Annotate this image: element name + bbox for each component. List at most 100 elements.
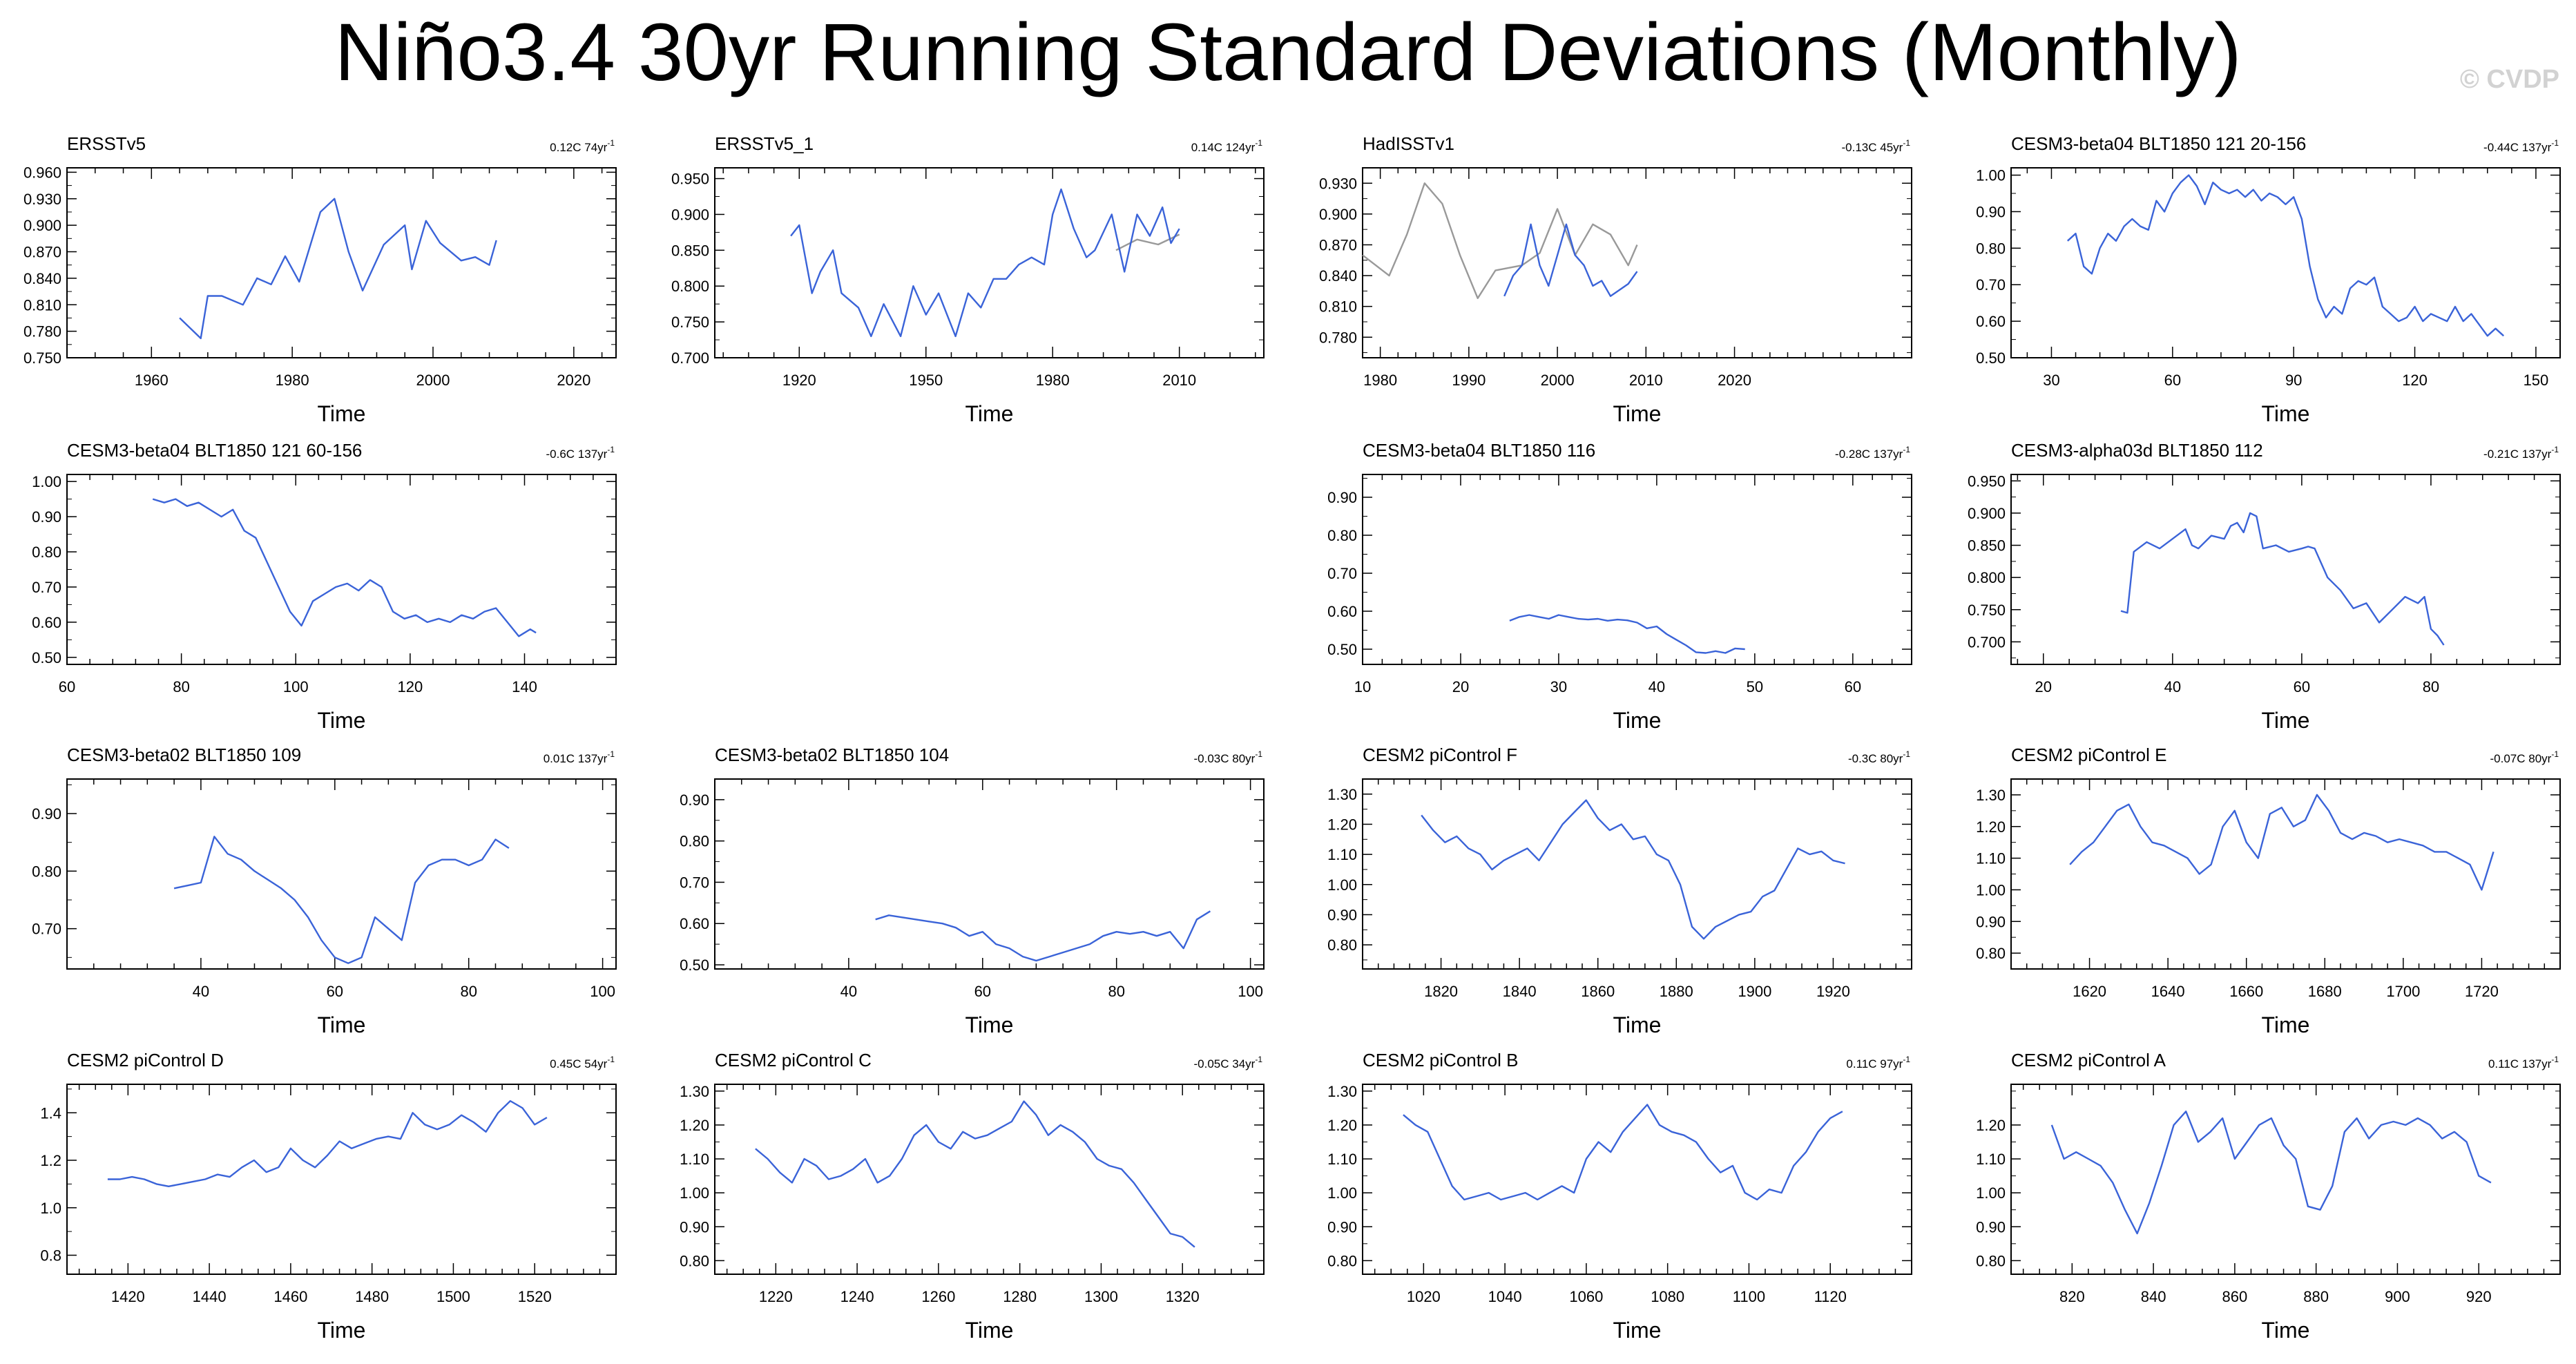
x-axis-label: Time [965, 1318, 1014, 1343]
y-tick-label: 0.80 [1976, 1252, 2006, 1269]
y-tick-label: 0.80 [1327, 1252, 1357, 1269]
chart-panel: CESM2 piControl B 0.11C 97yr-1 1020 1040 106… [1327, 1050, 1912, 1343]
panel-trend: 0.01C 137yr-1 [544, 749, 615, 765]
x-tick-label: 1460 [273, 1288, 307, 1305]
panel-trend: 0.11C 137yr-1 [2488, 1055, 2559, 1070]
y-tick-label: 1.00 [32, 473, 61, 490]
panel-title: CESM2 piControl B [1363, 1050, 1518, 1070]
panel-trend: -0.44C 137yr-1 [2483, 138, 2559, 154]
y-tick-label: 0.80 [32, 544, 61, 561]
panel-title: CESM3-beta04 BLT1850 121 60-156 [67, 440, 362, 461]
x-tick-label: 1620 [2073, 983, 2106, 1000]
x-tick-label: 1640 [2151, 983, 2185, 1000]
x-axis-label: Time [1613, 1318, 1662, 1343]
y-tick-label: 0.930 [1319, 175, 1357, 192]
panel-title: CESM2 piControl F [1363, 745, 1517, 765]
series-line [2120, 512, 2445, 646]
y-tick-label: 0.90 [1327, 906, 1357, 923]
panel-title: CESM2 piControl A [2011, 1050, 2166, 1070]
y-tick-label: 0.750 [23, 349, 61, 367]
x-tick-label: 1950 [909, 372, 943, 389]
chart-panel: CESM2 piControl D 0.45C 54yr-1 1420 1440 146… [40, 1050, 617, 1343]
panel-title: ERSSTv5_1 [715, 133, 814, 154]
plot-frame [66, 474, 617, 665]
series-line [2069, 794, 2495, 891]
y-tick-label: 1.30 [1327, 1083, 1357, 1100]
x-tick-label: 1080 [1651, 1288, 1684, 1305]
y-tick-label: 0.90 [1327, 1218, 1357, 1236]
x-tick-label: 1260 [921, 1288, 955, 1305]
x-tick-label: 820 [2059, 1288, 2085, 1305]
panel-title: CESM2 piControl E [2011, 745, 2166, 765]
x-tick-label: 1920 [1816, 983, 1850, 1000]
y-tick-label: 0.780 [23, 323, 61, 340]
x-tick-label: 40 [840, 983, 857, 1000]
y-tick-label: 0.80 [1327, 936, 1357, 954]
chart-panel: CESM2 piControl A 0.11C 137yr-1 820 840 860 8… [1976, 1050, 2561, 1343]
y-tick-label: 1.10 [1976, 1151, 2006, 1168]
panel-title: CESM3-beta02 BLT1850 104 [715, 745, 949, 765]
y-tick-label: 0.950 [1968, 472, 2006, 490]
x-axis-label: Time [318, 401, 366, 426]
y-tick-label: 1.00 [1327, 876, 1357, 894]
x-tick-label: 90 [2285, 372, 2302, 389]
x-tick-label: 1100 [1733, 1288, 1765, 1305]
x-tick-label: 1840 [1503, 983, 1537, 1000]
x-tick-label: 100 [283, 678, 309, 695]
x-tick-label: 1480 [355, 1288, 389, 1305]
y-tick-label: 0.700 [671, 349, 709, 367]
x-tick-label: 60 [974, 983, 991, 1000]
y-tick-label: 0.60 [680, 915, 709, 932]
series-line [755, 1100, 1195, 1248]
x-tick-label: 1520 [518, 1288, 552, 1305]
series-line [107, 1099, 548, 1188]
panel-trend: -0.13C 45yr-1 [1842, 138, 1911, 154]
series-line [1403, 1104, 1843, 1201]
x-tick-label: 60 [59, 678, 75, 695]
plot-frame [66, 167, 617, 358]
x-tick-label: 50 [1747, 678, 1763, 695]
figure-title: Niño3.4 30yr Running Standard Deviations… [334, 7, 2242, 98]
series-line [173, 836, 510, 964]
y-tick-label: 0.90 [1976, 203, 2006, 220]
x-tick-label: 60 [2294, 678, 2310, 695]
x-tick-label: 1500 [436, 1288, 470, 1305]
x-tick-label: 100 [1238, 983, 1263, 1000]
chart-panel: HadISSTv1 -0.13C 45yr-1 1980 1990 2000 2010 20… [1319, 133, 1912, 426]
x-axis-label: Time [318, 1012, 366, 1037]
panel-trend: -0.05C 34yr-1 [1194, 1055, 1263, 1070]
plot-frame [2010, 167, 2561, 358]
x-tick-label: 60 [327, 983, 343, 1000]
y-tick-label: 1.00 [1976, 881, 2006, 899]
plot-frame [2010, 778, 2561, 970]
series-line [1362, 182, 1638, 299]
x-tick-label: 1300 [1084, 1288, 1118, 1305]
plot-frame [714, 167, 1265, 358]
y-tick-label: 0.840 [1319, 267, 1357, 285]
x-tick-label: 1680 [2308, 983, 2342, 1000]
panel-title: CESM3-beta04 BLT1850 121 20-156 [2011, 133, 2306, 154]
x-tick-label: 1120 [1814, 1288, 1847, 1305]
panel-title: CESM2 piControl D [67, 1050, 224, 1070]
x-tick-label: 1220 [759, 1288, 793, 1305]
x-tick-label: 1240 [840, 1288, 874, 1305]
series-line [152, 498, 537, 637]
y-tick-label: 0.90 [680, 1218, 709, 1236]
y-tick-label: 0.840 [23, 270, 61, 287]
x-tick-label: 1040 [1488, 1288, 1522, 1305]
panel-trend: -0.6C 137yr-1 [546, 445, 615, 461]
x-tick-label: 60 [1845, 678, 1861, 695]
panel-title: ERSSTv5 [67, 133, 146, 154]
y-tick-label: 0.960 [23, 164, 61, 181]
y-tick-label: 1.10 [1327, 846, 1357, 863]
x-tick-label: 920 [2466, 1288, 2492, 1305]
x-tick-label: 30 [2043, 372, 2059, 389]
x-tick-label: 1880 [1660, 983, 1693, 1000]
x-tick-label: 1660 [2229, 983, 2263, 1000]
y-tick-label: 0.900 [671, 206, 709, 223]
panel-title: CESM3-beta02 BLT1850 109 [67, 745, 301, 765]
y-tick-label: 1.20 [1327, 1117, 1357, 1134]
x-tick-label: 2010 [1162, 372, 1196, 389]
panel-trend: 0.12C 74yr-1 [550, 138, 615, 154]
x-tick-label: 80 [173, 678, 189, 695]
